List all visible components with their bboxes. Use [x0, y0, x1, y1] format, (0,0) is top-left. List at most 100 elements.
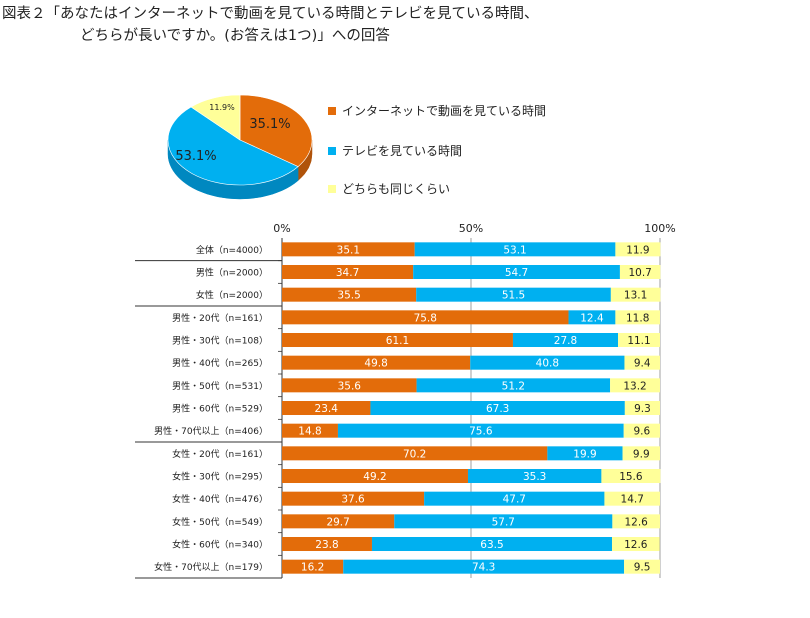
bar-segment	[282, 310, 569, 325]
bar-value-label: 54.7	[505, 267, 528, 279]
legend-item-tv: テレビを見ている時間	[328, 142, 462, 159]
bar-segment	[282, 401, 371, 416]
category-label: 男性・40代（n=265）	[172, 357, 268, 369]
category-label: 全体（n=4000）	[196, 244, 268, 256]
bar-segment	[414, 242, 616, 257]
bar-value-label: 9.9	[633, 448, 650, 460]
category-label: 男性・50代（n=531）	[172, 380, 268, 392]
bar-segment	[394, 514, 613, 529]
bar-value-label: 47.7	[503, 494, 526, 506]
bar-value-label: 11.8	[626, 312, 649, 324]
bar-segment	[568, 310, 616, 325]
bar-segment	[343, 559, 625, 574]
bar-value-label: 51.2	[502, 380, 525, 392]
bar-value-label: 40.8	[536, 358, 559, 370]
bar-value-label: 12.4	[580, 312, 604, 324]
bar-value-label: 63.5	[480, 539, 503, 551]
category-label: 女性・30代（n=295）	[172, 471, 268, 483]
category-label: 女性・20代（n=161）	[172, 448, 268, 460]
bar-value-label: 9.5	[634, 562, 651, 574]
bar-value-label: 34.7	[336, 267, 359, 279]
bar-value-label: 75.8	[414, 312, 437, 324]
bar-segment	[615, 242, 661, 257]
bar-value-label: 9.3	[634, 403, 651, 415]
bar-value-label: 12.6	[624, 539, 648, 551]
bar-segment	[282, 491, 425, 506]
bar-value-label: 29.7	[326, 516, 349, 528]
bar-segment	[611, 537, 660, 552]
bar-segment	[622, 446, 660, 461]
pie-label-0: 35.1%	[249, 117, 290, 132]
bar-segment	[612, 514, 660, 529]
bar-segment	[624, 559, 660, 574]
pie-label-2: 11.9%	[209, 103, 235, 112]
bar-value-label: 14.7	[621, 494, 644, 506]
bar-value-label: 13.1	[624, 290, 647, 302]
bar-value-label: 27.8	[554, 335, 577, 347]
category-label: 男性・30代（n=108）	[172, 335, 268, 347]
bar-value-label: 35.6	[338, 380, 362, 392]
bar-value-label: 16.2	[301, 562, 324, 574]
category-label: 女性・70代以上（n=179）	[154, 561, 268, 573]
bar-value-label: 23.4	[315, 403, 339, 415]
bar-segment	[470, 355, 625, 370]
pie-slice-1	[167, 106, 299, 186]
category-label: 男性・20代（n=161）	[172, 312, 268, 324]
bar-segment	[282, 446, 548, 461]
bar-value-label: 13.2	[623, 380, 646, 392]
legend-swatch-tv	[328, 146, 336, 155]
bar-value-label: 57.7	[492, 516, 515, 528]
bar-segment	[615, 310, 660, 325]
category-label: 男性（n=2000）	[196, 267, 268, 279]
legend-label-internet: インターネットで動画を見ている時間	[342, 104, 547, 118]
category-label: 男性・60代（n=529）	[172, 403, 268, 415]
bar-value-label: 37.6	[341, 494, 365, 506]
pie-label-1: 53.1%	[175, 149, 216, 164]
bar-segment	[282, 265, 414, 280]
bar-value-label: 70.2	[403, 448, 426, 460]
bar-segment	[282, 333, 513, 348]
bar-value-label: 11.1	[627, 335, 650, 347]
bar-segment	[512, 333, 619, 348]
bar-segment	[618, 333, 660, 348]
bar-value-label: 35.3	[523, 471, 546, 483]
bar-value-label: 49.2	[363, 471, 386, 483]
legend-swatch-internet	[328, 106, 336, 115]
category-label: 女性・40代（n=476）	[172, 493, 268, 505]
bar-segment	[467, 469, 602, 484]
bar-segment	[547, 446, 623, 461]
bar-value-label: 12.6	[624, 516, 648, 528]
bar-value-label: 61.1	[386, 335, 409, 347]
chart-title-line2: どちらが長いですか。(お答えは1つ)」への回答	[80, 28, 390, 44]
bar-value-label: 11.9	[626, 244, 649, 256]
pie-slice-2	[190, 94, 241, 141]
bar-segment	[624, 401, 660, 416]
legend-label-tv: テレビを見ている時間	[342, 144, 463, 158]
category-label: 女性（n=2000）	[196, 289, 268, 301]
bar-segment	[282, 378, 417, 393]
bar-segment	[282, 355, 471, 370]
bar-value-label: 14.8	[298, 426, 321, 438]
bar-segment	[416, 287, 611, 302]
bar-segment	[282, 287, 417, 302]
legend-item-same: どちらも同じくらい	[328, 180, 450, 197]
chart-title-line1: 図表２「あなたはインターネットで動画を見ている時間とテレビを見ている時間、	[2, 6, 539, 22]
bar-value-label: 9.6	[634, 426, 651, 438]
bar-value-label: 53.1	[503, 244, 526, 256]
bar-segment	[282, 242, 415, 257]
bar-segment	[610, 287, 661, 302]
bar-value-label: 35.1	[337, 244, 360, 256]
bar-value-label: 15.6	[619, 471, 643, 483]
legend-label-same: どちらも同じくらい	[342, 182, 451, 196]
bar-segment	[282, 559, 344, 574]
bar-segment	[282, 423, 338, 438]
category-label: 女性・60代（n=340）	[172, 539, 268, 551]
category-label: 女性・50代（n=549）	[172, 516, 268, 528]
bar-segment	[337, 423, 624, 438]
bar-value-label: 9.4	[634, 358, 651, 370]
bar-segment	[424, 491, 605, 506]
category-label: 男性・70代以上（n=406）	[154, 425, 268, 437]
pie-slice-0	[239, 94, 313, 167]
bar-segment	[413, 265, 620, 280]
